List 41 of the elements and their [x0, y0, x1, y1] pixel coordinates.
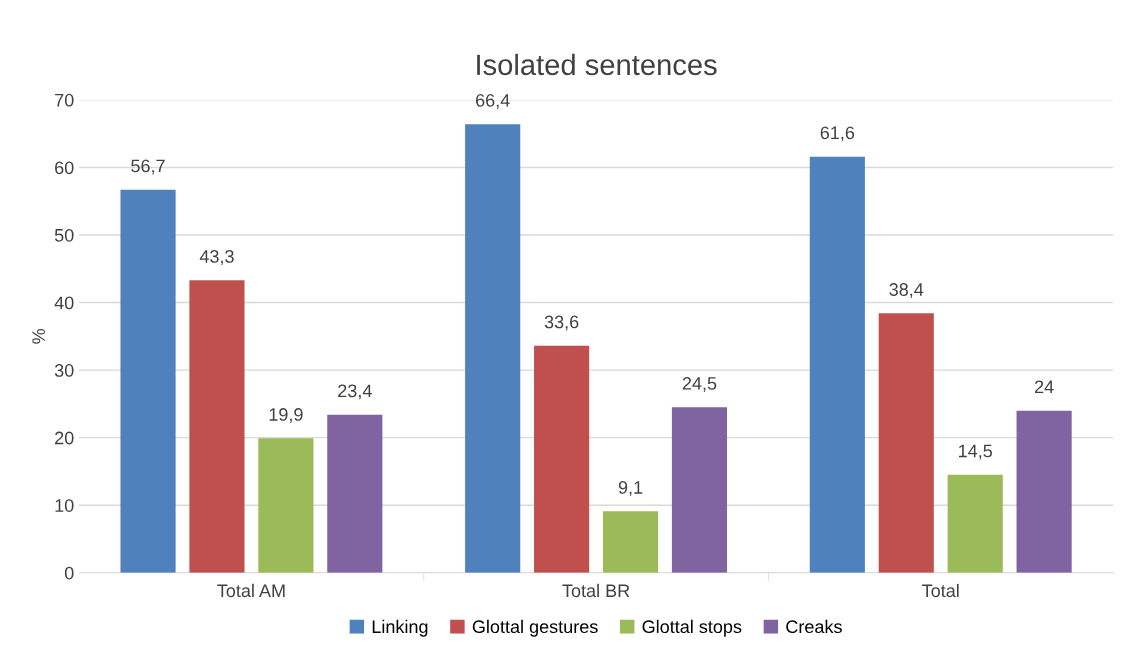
data-label: 61,6: [820, 126, 855, 142]
bar: [809, 156, 865, 573]
x-tick-label: Total AM: [217, 583, 285, 598]
y-tick-label: 60: [55, 161, 74, 175]
x-tick-label: Total: [922, 583, 959, 598]
chart-title: Isolated sentences: [477, 53, 717, 76]
legend-label: Glottal gestures: [472, 619, 598, 637]
data-label: 19,9: [269, 408, 303, 424]
legend-label: Glottal stops: [642, 619, 742, 637]
bar: [120, 189, 176, 573]
y-axis-title: %: [32, 328, 45, 344]
bar: [258, 438, 314, 573]
data-label: 9,1: [618, 481, 643, 496]
bar: [327, 414, 383, 573]
data-label: 43,3: [199, 250, 234, 265]
data-label: 24,5: [682, 377, 717, 392]
data-label: 23,4: [338, 384, 372, 400]
y-tick-label: 20: [55, 431, 74, 445]
y-tick-label: 50: [54, 228, 74, 242]
bar: [189, 280, 245, 573]
y-tick-label: 40: [54, 296, 74, 310]
data-label: 14,5: [959, 444, 993, 460]
legend-label: Creaks: [786, 619, 842, 634]
bar: [602, 511, 659, 573]
data-label: 24: [1034, 380, 1054, 393]
y-tick-label: 0: [64, 566, 74, 580]
legend-label: Linking: [372, 619, 428, 637]
data-label: 38,4: [889, 283, 924, 299]
y-tick-label: 10: [55, 499, 74, 512]
bar: [878, 313, 934, 573]
bar: [534, 345, 590, 573]
bar: [1016, 410, 1072, 573]
bar: [465, 124, 521, 573]
bar: [947, 474, 1003, 573]
y-tick-label: 70: [55, 93, 74, 107]
y-tick-label: 30: [54, 364, 74, 377]
bar: [671, 407, 728, 573]
data-label: 66,4: [476, 93, 510, 109]
data-label: 56,7: [131, 159, 165, 175]
data-label: 33,6: [544, 315, 579, 331]
x-tick-label: Total BR: [562, 583, 630, 598]
